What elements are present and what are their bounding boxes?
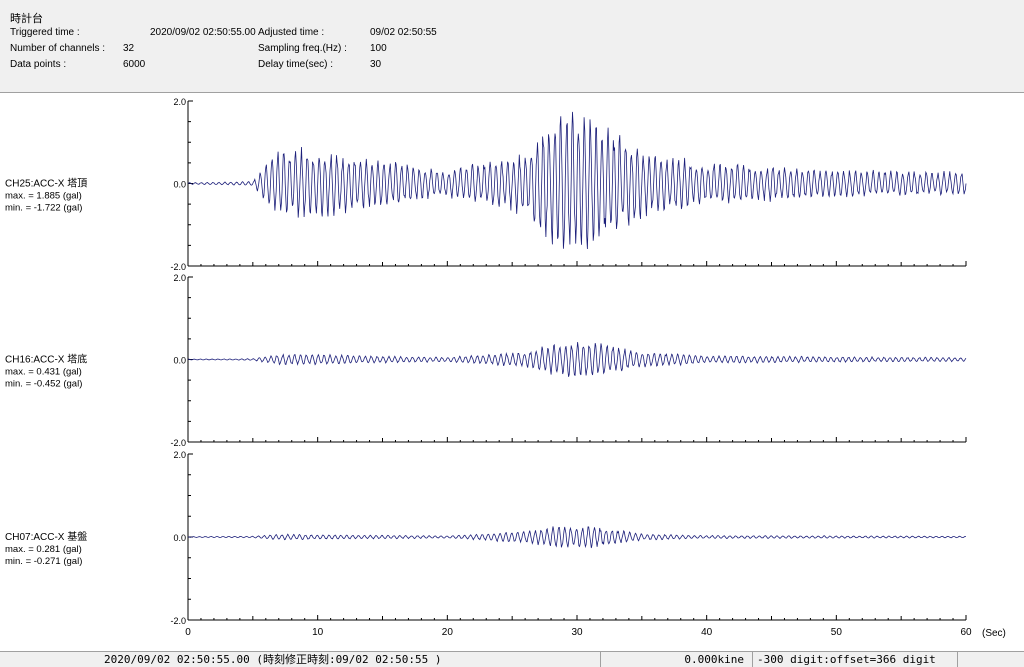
x-tick-label: 10 (312, 627, 324, 638)
channel-max: max. = 1.885 (gal) (5, 191, 82, 202)
y-tick-label: -2.0 (170, 438, 186, 448)
status-digit: -300 digit:offset=366 digit (752, 652, 957, 667)
datapoints-value: 6000 (123, 59, 146, 70)
y-tick-label: 2.0 (173, 97, 186, 107)
status-velocity: 0.000kine (600, 652, 750, 667)
y-tick-label: 0.0 (173, 180, 186, 190)
channel-max: max. = 0.431 (gal) (5, 367, 82, 378)
x-tick-label: 0 (185, 627, 191, 638)
status-bar: 2020/09/02 02:50:55.00 (時刻修正時刻:09/02 02:… (0, 651, 1024, 667)
sampling-freq-label: Sampling freq.(Hz) : (258, 43, 347, 54)
channel-min: min. = -0.452 (gal) (5, 379, 82, 390)
adjusted-time-label: Adjusted time : (258, 27, 325, 38)
datapoints-label: Data points : (10, 59, 67, 70)
y-tick-label: -2.0 (170, 616, 186, 626)
channel-min: min. = -1.722 (gal) (5, 203, 82, 214)
x-tick-label: 20 (442, 627, 454, 638)
x-tick-label: 60 (960, 627, 972, 638)
channel-max: max. = 0.281 (gal) (5, 544, 82, 555)
triggered-time-label: Triggered time : (10, 27, 80, 38)
channel-name: CH25:ACC-X 塔頂 (5, 177, 87, 190)
sampling-freq-value: 100 (370, 43, 387, 54)
waveform-2 (187, 342, 967, 377)
y-tick-label: 0.0 (173, 356, 186, 366)
status-time: 2020/09/02 02:50:55.00 (時刻修正時刻:09/02 02:… (104, 653, 442, 666)
waveform-3 (187, 526, 966, 549)
channels-value: 32 (123, 43, 135, 54)
x-tick-label: 30 (571, 627, 583, 638)
y-tick-label: 0.0 (173, 533, 186, 543)
channel-min: min. = -0.271 (gal) (5, 556, 82, 567)
y-tick-label: 2.0 (173, 273, 186, 283)
waveform-plot-area: 2.0 0.0 -2.0 CH25:ACC-X 塔頂 max. = 1.885 (gal… (0, 94, 1024, 651)
channel-name: CH07:ACC-X 基盤 (5, 530, 87, 543)
station-title: 時計台 (10, 13, 43, 25)
triggered-time-value: 2020/09/02 02:50:55.00 (150, 27, 256, 38)
x-tick-label: 40 (701, 627, 713, 638)
x-tick-label: 50 (831, 627, 843, 638)
delay-time-label: Delay time(sec) : (258, 59, 334, 70)
y-tick-label: -2.0 (170, 262, 186, 272)
adjusted-time-value: 09/02 02:50:55 (370, 27, 437, 38)
waveform-1 (187, 111, 967, 250)
channel-name: CH16:ACC-X 塔底 (5, 353, 87, 366)
delay-time-value: 30 (370, 59, 382, 70)
x-axis-unit: (Sec) (982, 628, 1006, 639)
y-tick-label: 2.0 (173, 450, 186, 460)
channels-label: Number of channels : (10, 43, 106, 54)
header-panel: 時計台 Triggered time : 2020/09/02 02:50:55… (0, 0, 1024, 93)
status-empty-pane (957, 652, 1024, 667)
